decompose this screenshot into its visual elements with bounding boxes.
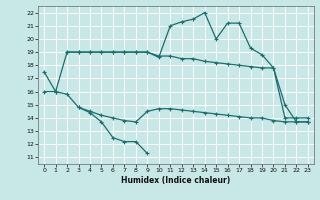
X-axis label: Humidex (Indice chaleur): Humidex (Indice chaleur) bbox=[121, 176, 231, 185]
